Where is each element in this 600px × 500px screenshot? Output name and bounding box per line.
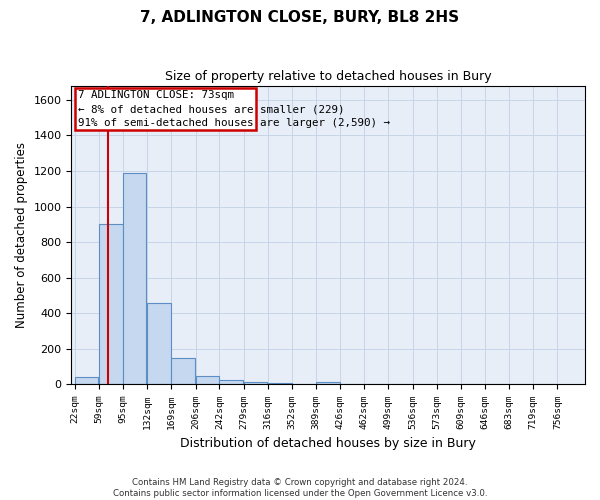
Bar: [316, 382, 340, 384]
Bar: [74, 378, 98, 384]
Bar: [99, 224, 122, 384]
Text: 7 ADLINGTON CLOSE: 73sqm
← 8% of detached houses are smaller (229)
91% of semi-d: 7 ADLINGTON CLOSE: 73sqm ← 8% of detache…: [78, 90, 390, 128]
Bar: [268, 382, 292, 384]
X-axis label: Distribution of detached houses by size in Bury: Distribution of detached houses by size …: [180, 437, 476, 450]
Title: Size of property relative to detached houses in Bury: Size of property relative to detached ho…: [165, 70, 491, 83]
Text: Contains HM Land Registry data © Crown copyright and database right 2024.
Contai: Contains HM Land Registry data © Crown c…: [113, 478, 487, 498]
Bar: [172, 358, 195, 384]
Bar: [244, 382, 268, 384]
Text: 7, ADLINGTON CLOSE, BURY, BL8 2HS: 7, ADLINGTON CLOSE, BURY, BL8 2HS: [140, 10, 460, 25]
Bar: [220, 380, 243, 384]
Bar: [147, 302, 171, 384]
Y-axis label: Number of detached properties: Number of detached properties: [15, 142, 28, 328]
Bar: [122, 172, 146, 384]
Bar: [196, 376, 220, 384]
FancyBboxPatch shape: [74, 88, 256, 130]
